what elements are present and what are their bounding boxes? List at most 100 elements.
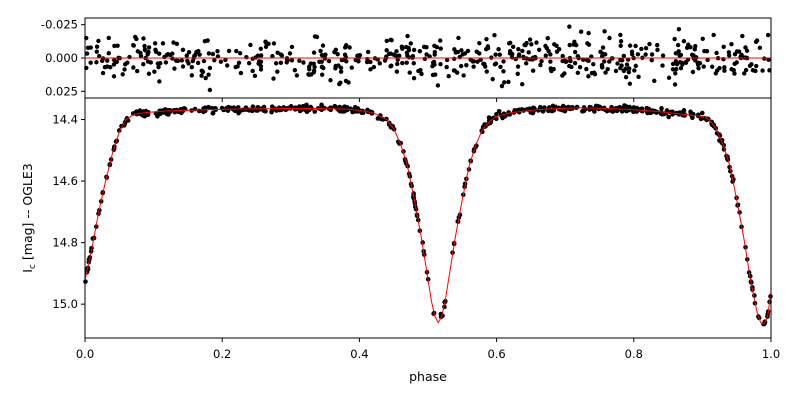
residual-point <box>692 58 698 63</box>
residual-point <box>419 71 424 77</box>
residual-point <box>438 46 443 51</box>
residual-point <box>266 41 271 47</box>
residual-point <box>297 58 302 64</box>
residual-y-tick-label: -0.025 <box>41 18 78 32</box>
residual-point <box>560 58 565 64</box>
residual-point <box>134 68 140 74</box>
residual-point <box>459 48 464 53</box>
residual-point <box>591 70 597 75</box>
residual-point <box>306 72 311 77</box>
residual-point <box>484 37 489 42</box>
residual-point <box>94 60 99 65</box>
residual-point <box>499 83 505 89</box>
residual-point <box>655 42 660 48</box>
residual-point <box>444 57 450 63</box>
residual-point <box>319 52 325 58</box>
residual-point <box>152 69 157 74</box>
residual-point <box>318 48 323 54</box>
residual-point <box>635 52 641 57</box>
residual-point <box>711 32 716 38</box>
data-point <box>688 109 693 115</box>
residual-point <box>732 52 738 57</box>
residual-point <box>474 49 479 54</box>
residual-point <box>384 48 389 53</box>
residual-point <box>683 59 688 65</box>
residual-point <box>201 58 207 64</box>
residual-point <box>395 61 400 67</box>
data-point <box>304 102 309 108</box>
residual-point <box>195 60 201 66</box>
residual-point <box>146 45 152 50</box>
residual-point <box>632 68 637 73</box>
residual-point <box>515 64 521 69</box>
y-axis-label-main: I <box>20 269 35 273</box>
residual-point <box>672 36 677 42</box>
residual-point <box>142 47 148 52</box>
residual-point <box>739 53 744 59</box>
residual-point <box>762 56 767 61</box>
residual-point <box>411 75 417 81</box>
residual-point <box>452 47 457 52</box>
residual-point <box>618 66 623 71</box>
residual-point <box>400 46 405 51</box>
residual-point <box>319 59 324 64</box>
residual-point <box>515 71 520 77</box>
residual-point <box>507 40 513 46</box>
residual-point <box>377 61 382 66</box>
residual-point <box>562 71 567 76</box>
data-point <box>698 116 704 122</box>
residual-point <box>649 52 655 57</box>
residual-point <box>765 32 771 38</box>
residual-point <box>689 52 695 57</box>
data-point <box>608 108 614 113</box>
residual-point <box>676 49 681 54</box>
residual-point <box>538 62 543 68</box>
residual-point <box>572 39 577 45</box>
residual-point <box>633 63 639 69</box>
residual-point <box>180 47 186 53</box>
residual-point <box>416 68 421 74</box>
residual-point <box>615 61 620 66</box>
residual-point <box>613 68 619 74</box>
residual-point <box>621 53 626 59</box>
residual-point <box>688 45 693 50</box>
residual-point <box>655 47 660 53</box>
residual-point <box>584 66 589 72</box>
residual-point <box>400 60 405 66</box>
residual-point <box>320 43 326 48</box>
residual-point <box>760 68 765 73</box>
residual-point <box>206 51 212 56</box>
residual-point <box>690 69 696 75</box>
residual-point <box>721 44 726 49</box>
residual-point <box>146 49 151 55</box>
residual-point <box>207 87 213 93</box>
residual-point <box>142 43 147 49</box>
data-point <box>263 109 268 114</box>
residual-point <box>458 63 464 69</box>
residual-point <box>660 63 665 68</box>
residual-point <box>678 65 684 71</box>
residual-point <box>424 44 429 50</box>
residual-point <box>275 69 280 74</box>
light-curve-x-ticks: 0.0 0.2 0.4 0.6 0.8 1.0 <box>76 338 780 361</box>
residual-point <box>194 49 199 55</box>
data-point <box>516 107 522 113</box>
residual-point <box>122 67 127 72</box>
residual-point <box>676 27 682 32</box>
residual-point <box>471 64 476 69</box>
residual-point <box>156 64 161 70</box>
residual-point <box>349 65 354 70</box>
residual-point <box>731 68 736 73</box>
residual-point <box>319 72 325 77</box>
residual-point <box>120 72 125 77</box>
residual-point <box>199 73 204 78</box>
residual-point <box>670 67 676 72</box>
residual-point <box>732 71 737 76</box>
residual-point <box>284 60 289 65</box>
residual-point <box>275 50 280 55</box>
residual-point <box>742 71 747 76</box>
residual-point <box>578 29 584 34</box>
residual-point <box>446 74 451 79</box>
residual-point <box>223 57 228 63</box>
residual-point <box>94 49 100 54</box>
